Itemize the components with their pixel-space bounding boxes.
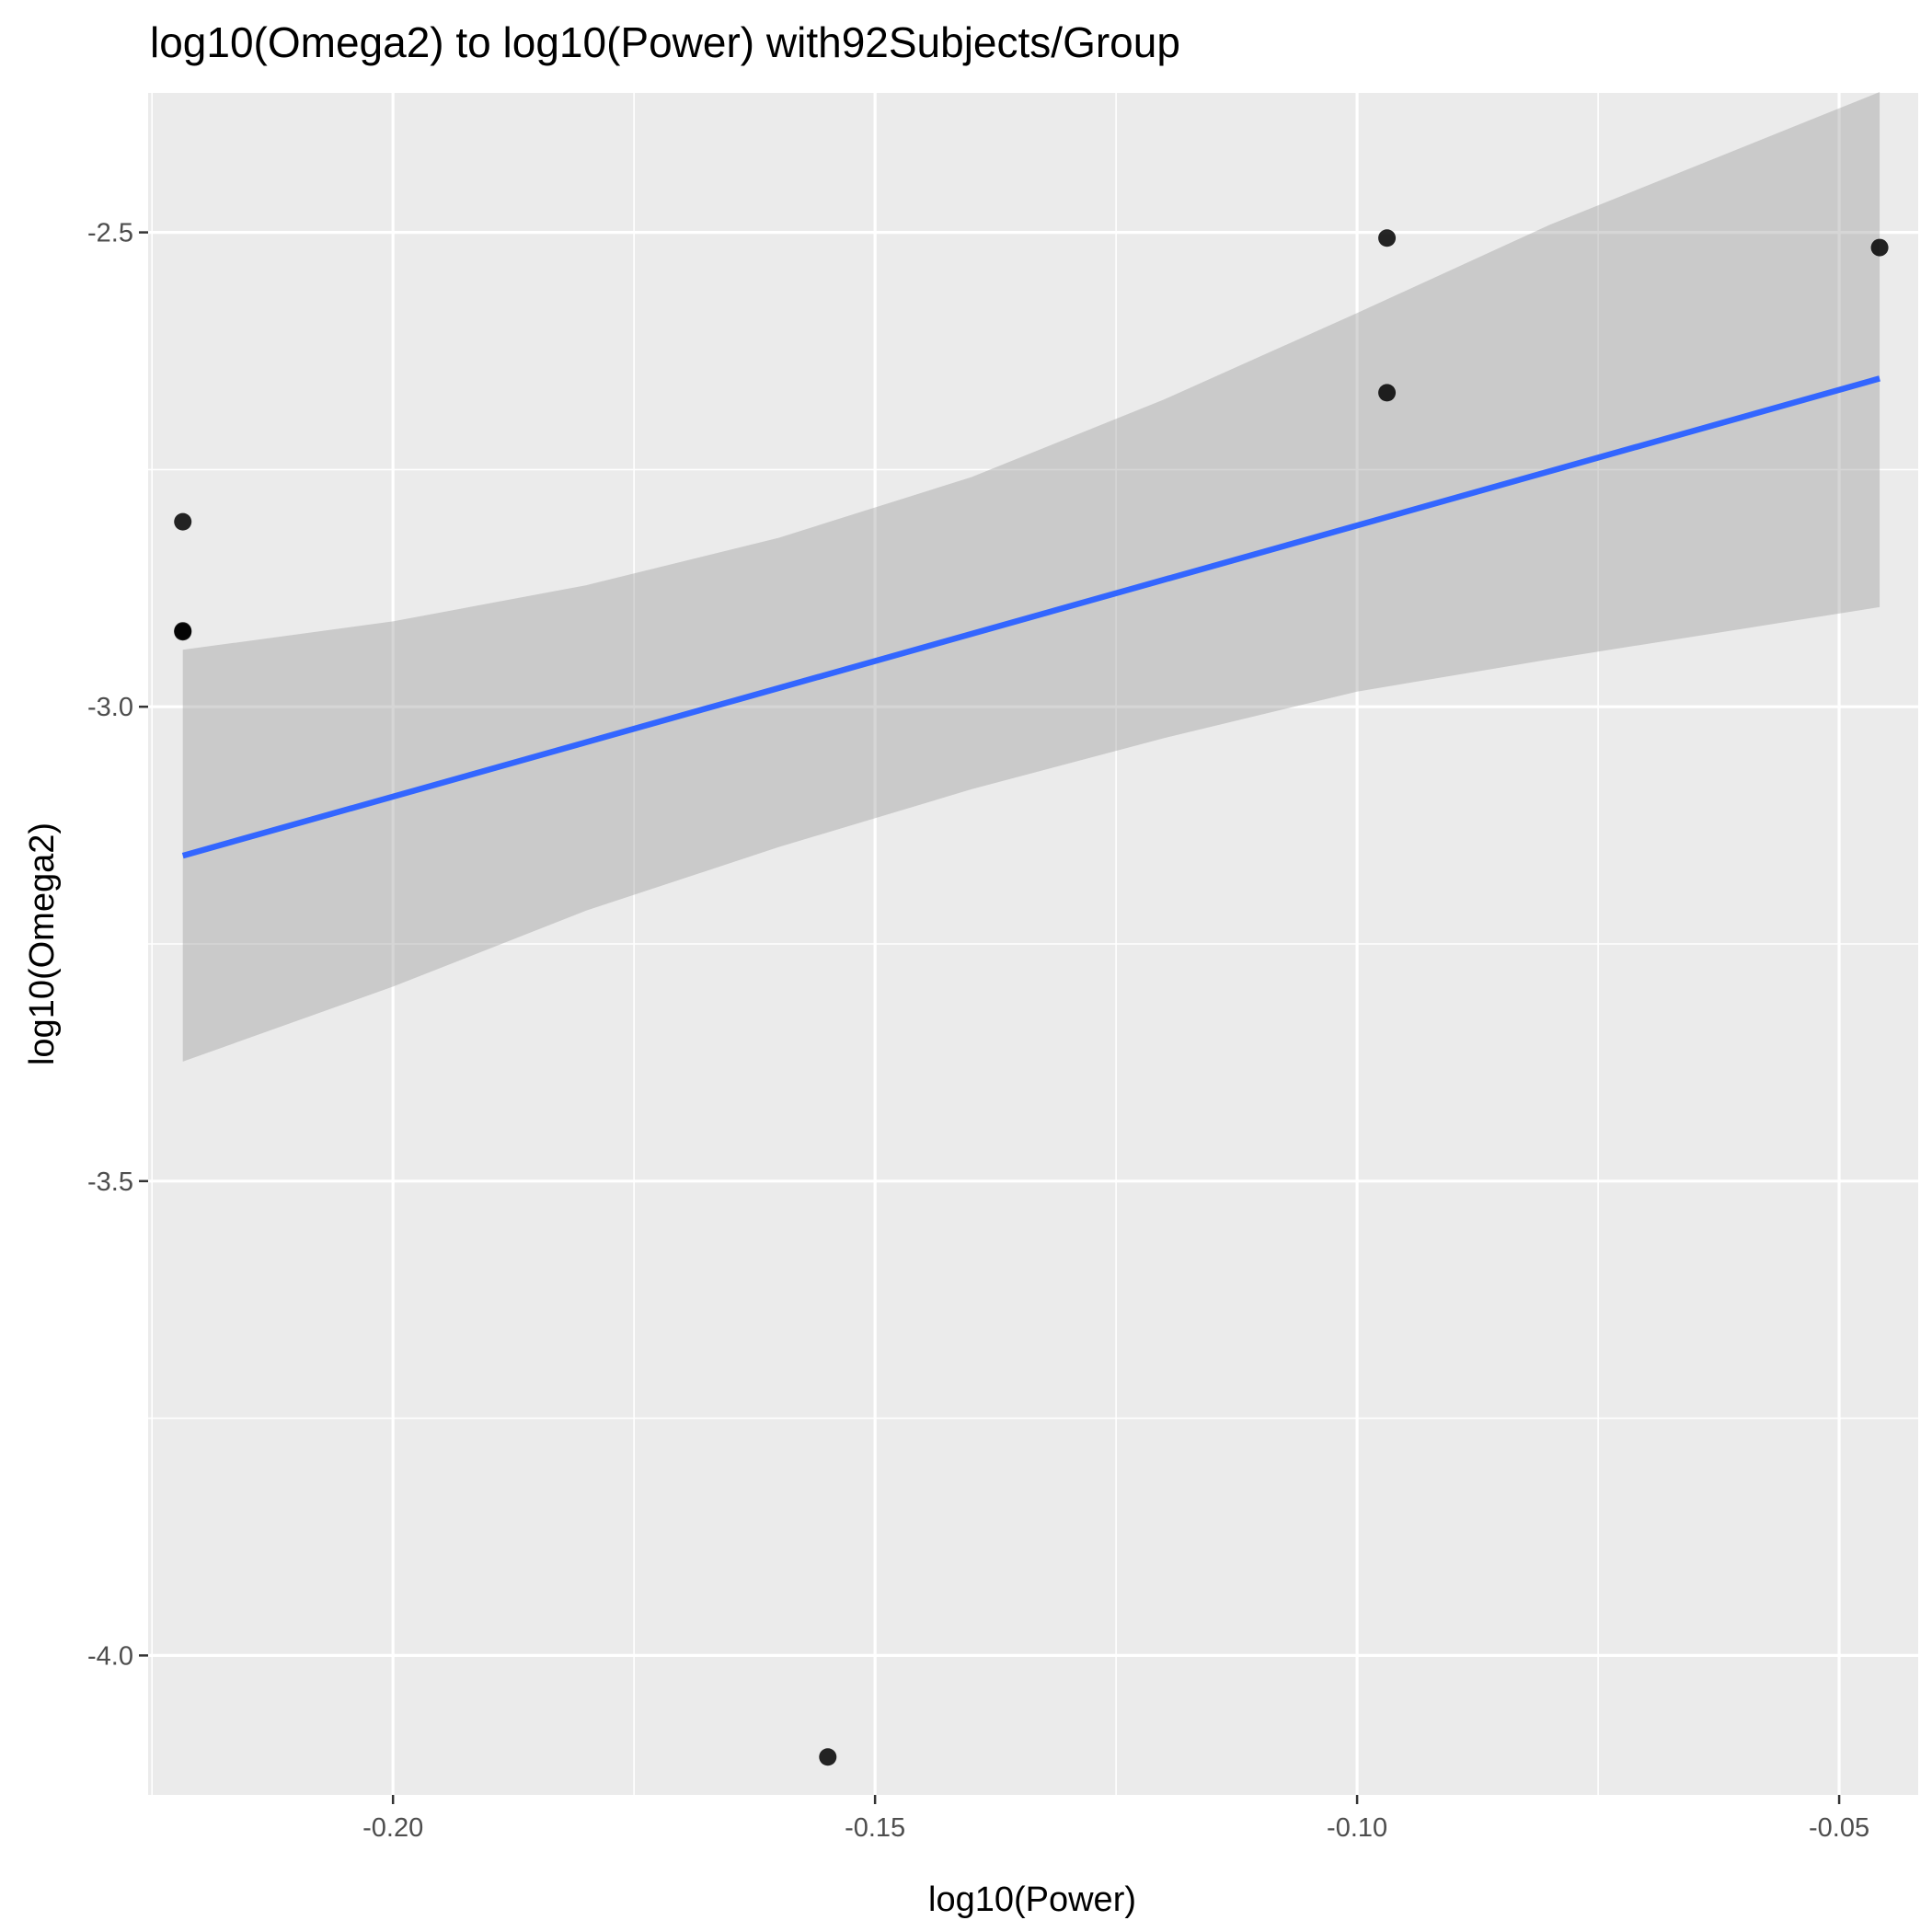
data-point — [1378, 384, 1397, 402]
x-tick-label: -0.10 — [1327, 1813, 1387, 1843]
regression-line — [181, 375, 1880, 859]
data-points — [174, 229, 1889, 1766]
y-tick-label: -3.5 — [87, 1167, 133, 1197]
y-axis-title: log10(Omega2) — [23, 822, 62, 1065]
x-axis: -0.20 -0.15 -0.10 -0.05 — [362, 1795, 1869, 1843]
x-axis-title: log10(Power) — [928, 1880, 1136, 1919]
minor-grid — [148, 93, 1918, 1795]
y-tick-label: -3.0 — [87, 693, 133, 722]
y-tick-label: -4.0 — [87, 1641, 133, 1671]
x-tick-label: -0.20 — [362, 1813, 423, 1843]
data-point — [819, 1748, 837, 1766]
major-grid — [148, 93, 1918, 1795]
data-point — [174, 512, 192, 531]
data-point — [1378, 229, 1397, 247]
chart-title: log10(Omega2) to log10(Power) with92Subj… — [150, 18, 1180, 66]
confidence-band — [182, 92, 1880, 1062]
y-axis: -4.0 -3.5 -3.0 -2.5 — [87, 219, 148, 1671]
x-tick-label: -0.15 — [845, 1813, 905, 1843]
y-tick-label: -2.5 — [87, 219, 133, 248]
data-point — [1870, 238, 1889, 257]
x-tick-label: -0.05 — [1809, 1813, 1869, 1843]
data-point — [174, 623, 192, 641]
